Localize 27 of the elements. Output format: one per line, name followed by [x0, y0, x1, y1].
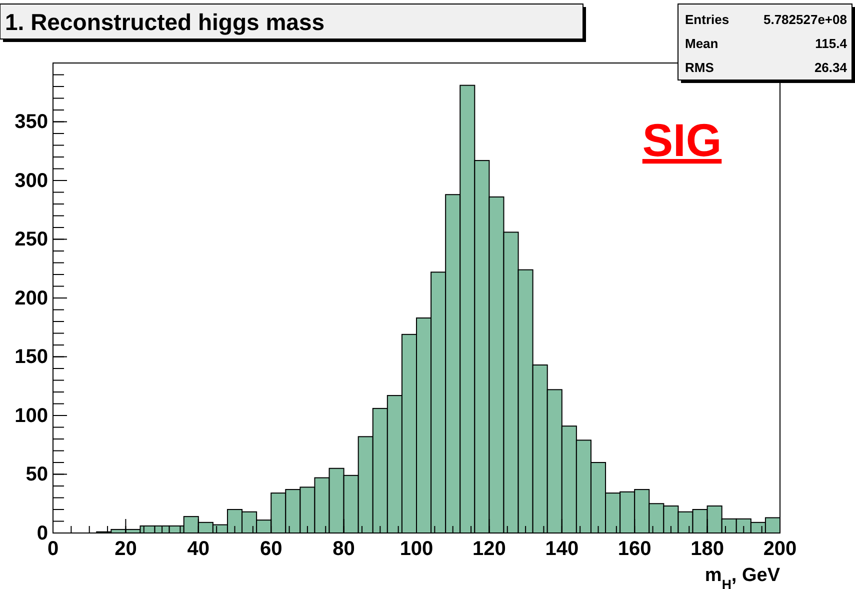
y-tick-label: 300 [14, 170, 48, 192]
text: 26.34 [814, 60, 848, 75]
text: Entries [685, 12, 730, 27]
annotation: RMS [685, 60, 714, 75]
y-tick-label: 250 [14, 228, 48, 251]
x-tick-label: 20 [114, 538, 137, 560]
y-tick-label: 0 [36, 522, 48, 544]
y-tick-label: 200 [14, 287, 48, 310]
x-axis-title: m$_{H}$, GeV [704, 565, 780, 589]
x-tick-label: 200 [763, 538, 797, 560]
y-tick-label: 350 [14, 111, 48, 134]
x-tick-label: 140 [545, 538, 579, 560]
annotation: SIG [642, 114, 722, 166]
y-tick-label: 50 [26, 464, 48, 486]
chart-title: 1. Reconstructed higgs mass [5, 9, 325, 35]
y-tick-label: 100 [14, 404, 48, 427]
x-tick-label: 180 [690, 538, 724, 560]
text: 115.4 [815, 36, 848, 51]
x-tick-label: 120 [472, 538, 506, 560]
x-tick-label: 60 [260, 538, 282, 560]
text: 5.782527e+08 [763, 12, 847, 27]
x-tick-label: 100 [400, 538, 434, 560]
y-tick-label: 150 [14, 346, 48, 368]
text: Mean [685, 36, 718, 51]
x-tick-label: 80 [332, 538, 355, 560]
x-tick-label: 160 [618, 538, 652, 560]
x-tick-label: 40 [187, 538, 210, 560]
